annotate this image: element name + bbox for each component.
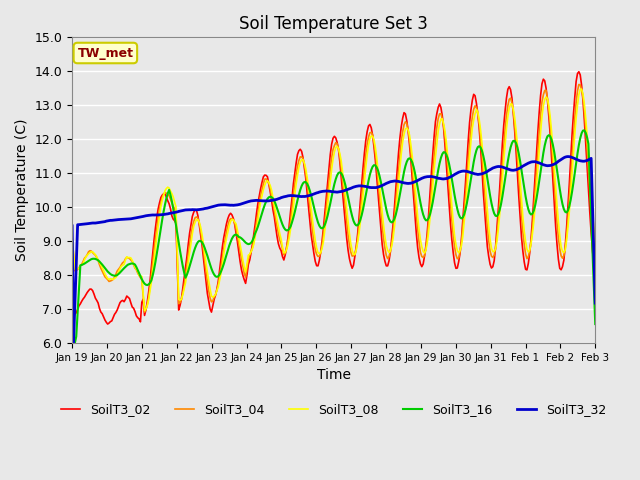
SoilT3_16 bbox=[104, 269, 111, 275]
SoilT3_08 bbox=[520, 228, 528, 234]
SoilT3_08 bbox=[591, 238, 599, 244]
SoilT3_08 bbox=[442, 140, 450, 145]
SoilT3_32 bbox=[70, 340, 77, 346]
SoilT3_02 bbox=[575, 69, 582, 74]
SoilT3_04 bbox=[442, 149, 450, 155]
SoilT3_04 bbox=[520, 241, 528, 247]
SoilT3_32 bbox=[339, 188, 346, 194]
SoilT3_32 bbox=[520, 163, 528, 168]
SoilT3_04 bbox=[339, 178, 346, 183]
SoilT3_08 bbox=[590, 225, 598, 230]
SoilT3_16 bbox=[68, 238, 76, 244]
SoilT3_32 bbox=[591, 300, 599, 306]
SoilT3_02 bbox=[339, 189, 346, 195]
SoilT3_16 bbox=[591, 321, 599, 327]
SoilT3_08 bbox=[578, 86, 586, 92]
SoilT3_04 bbox=[141, 309, 148, 315]
SoilT3_16 bbox=[70, 340, 77, 346]
Legend: SoilT3_02, SoilT3_04, SoilT3_08, SoilT3_16, SoilT3_32: SoilT3_02, SoilT3_04, SoilT3_08, SoilT3_… bbox=[56, 398, 611, 421]
SoilT3_02 bbox=[590, 261, 598, 267]
X-axis label: Time: Time bbox=[317, 368, 351, 382]
SoilT3_04 bbox=[68, 235, 76, 240]
SoilT3_02 bbox=[591, 267, 599, 273]
SoilT3_08 bbox=[141, 308, 148, 313]
SoilT3_04 bbox=[102, 276, 110, 281]
Line: SoilT3_02: SoilT3_02 bbox=[72, 72, 595, 324]
SoilT3_32 bbox=[88, 220, 95, 226]
SoilT3_16 bbox=[442, 152, 450, 157]
SoilT3_04 bbox=[86, 248, 93, 253]
SoilT3_32 bbox=[442, 176, 450, 181]
SoilT3_32 bbox=[590, 252, 598, 258]
SoilT3_08 bbox=[86, 250, 93, 256]
Title: Soil Temperature Set 3: Soil Temperature Set 3 bbox=[239, 15, 428, 33]
SoilT3_02 bbox=[520, 259, 528, 265]
SoilT3_16 bbox=[88, 256, 95, 262]
SoilT3_32 bbox=[104, 218, 111, 224]
SoilT3_32 bbox=[564, 154, 572, 159]
Y-axis label: Soil Temperature (C): Soil Temperature (C) bbox=[15, 119, 29, 262]
SoilT3_04 bbox=[591, 251, 599, 257]
SoilT3_02 bbox=[442, 161, 450, 167]
Line: SoilT3_32: SoilT3_32 bbox=[72, 156, 595, 343]
SoilT3_16 bbox=[520, 185, 528, 191]
SoilT3_04 bbox=[575, 82, 582, 87]
Line: SoilT3_04: SoilT3_04 bbox=[72, 84, 595, 312]
SoilT3_02 bbox=[102, 319, 110, 325]
Line: SoilT3_16: SoilT3_16 bbox=[72, 131, 595, 343]
SoilT3_08 bbox=[68, 235, 76, 240]
Text: TW_met: TW_met bbox=[77, 47, 133, 60]
SoilT3_08 bbox=[339, 169, 346, 175]
Line: SoilT3_08: SoilT3_08 bbox=[72, 89, 595, 311]
SoilT3_08 bbox=[102, 273, 110, 279]
SoilT3_32 bbox=[68, 223, 76, 228]
SoilT3_16 bbox=[590, 286, 598, 291]
SoilT3_16 bbox=[339, 173, 346, 179]
SoilT3_02 bbox=[86, 286, 93, 292]
SoilT3_04 bbox=[590, 240, 598, 246]
SoilT3_16 bbox=[580, 128, 588, 133]
SoilT3_02 bbox=[104, 321, 111, 327]
SoilT3_02 bbox=[68, 316, 76, 322]
